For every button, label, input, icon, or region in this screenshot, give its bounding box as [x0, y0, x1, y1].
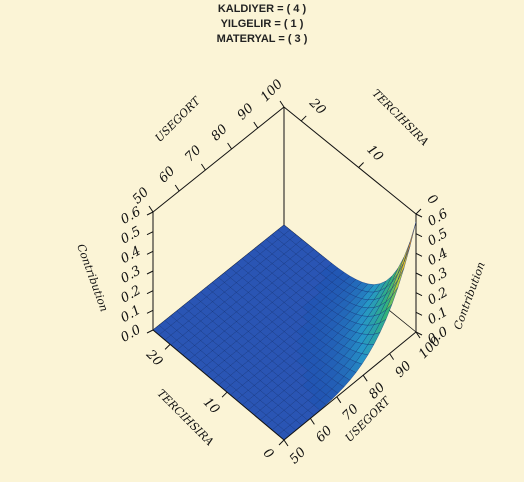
usegort-tick-back: [279, 100, 285, 108]
usegort-tick-back: [200, 163, 206, 171]
usegort-tick-front: [283, 439, 289, 447]
z-tick-label-right: 0.3: [425, 265, 450, 288]
z-axis-label-right: Contribution: [451, 260, 488, 331]
usegort-axis-label-back: USEGORT: [153, 93, 204, 144]
z-tick-left: [146, 270, 154, 275]
z-tick-left: [146, 309, 154, 314]
z-tick-label-right: 0.6: [425, 206, 450, 229]
usegort-tick-back: [148, 205, 154, 213]
tercihsira-tick-label-front: 20: [142, 346, 165, 369]
z-tick-label-right: 0.1: [425, 305, 450, 328]
z-axis-label-left: Contribution: [74, 242, 111, 313]
box-top-edge-a: [152, 106, 285, 213]
usegort-tick-label-front: 50: [287, 445, 309, 467]
z-tick-right: [415, 233, 423, 238]
z-tick-label-right: 0.5: [425, 226, 450, 249]
usegort-tick-front: [362, 374, 368, 382]
surface-cell: [403, 221, 417, 262]
z-tick-right: [415, 252, 423, 257]
usegort-tick-front: [336, 396, 342, 404]
tercihsira-tick-label-front: 10: [200, 395, 222, 417]
tercihsira-tick-label-front: 0: [260, 446, 276, 462]
tercihsira-tick-front: [221, 391, 228, 398]
surface-cell: [397, 241, 411, 274]
usegort-tick-label-back: 90: [235, 101, 257, 123]
tercihsira-tick-back: [358, 162, 364, 168]
usegort-tick-label-back: 60: [156, 164, 178, 186]
tercihsira-axis-label-back: TERCIHSIRA: [370, 87, 432, 149]
z-tick-right: [415, 292, 423, 297]
z-tick-right: [415, 311, 423, 316]
box-floor-front-b: [283, 331, 417, 441]
z-tick-left: [146, 329, 154, 334]
usegort-tick-front: [389, 353, 395, 360]
chart-title-block: KALDIYER = ( 4 ) YILGELIR = ( 1 ) MATERY…: [0, 2, 524, 47]
usegort-tick-label-back: 70: [182, 143, 204, 165]
condition-yilgelir: YILGELIR = ( 1 ): [220, 18, 304, 30]
usegort-tick-front: [415, 331, 421, 339]
z-tick-label-left: 0.0: [118, 322, 143, 345]
tercihsira-tick-label-back: 10: [363, 142, 385, 164]
tercihsira-tick-back: [300, 115, 307, 122]
usegort-tick-label-back: 100: [258, 77, 286, 105]
tercihsira-tick-back: [415, 208, 422, 215]
condition-kaldiyer: KALDIYER = ( 4 ): [217, 3, 307, 15]
z-tick-label-left: 0.5: [118, 224, 143, 247]
condition-materyal: MATERYAL = ( 3 ): [216, 33, 308, 45]
z-tick-label-left: 0.3: [118, 263, 143, 286]
z-tick-left: [146, 290, 154, 295]
z-tick-right: [415, 331, 423, 336]
box-top-edge-b: [283, 106, 417, 215]
z-tick-label-left: 0.4: [118, 244, 143, 267]
box-floor-front-a: [152, 329, 285, 441]
tercihsira-tick-label-back: 20: [305, 95, 328, 118]
usegort-tick-back: [227, 142, 233, 150]
usegort-tick-back: [253, 121, 259, 129]
z-tick-label-left: 0.6: [118, 204, 143, 227]
z-tick-right: [415, 272, 423, 277]
usegort-tick-label-front: 90: [392, 358, 414, 380]
z-tick-label-right: 0.4: [425, 246, 450, 269]
tercihsira-tick-label-back: 0: [424, 192, 440, 208]
z-tick-left: [146, 231, 154, 236]
tercihsira-axis-label-front: TERCIHSIRA: [155, 387, 217, 449]
usegort-tick-label-back: 80: [208, 122, 230, 144]
usegort-tick-label-back: 50: [130, 185, 152, 207]
z-tick-left: [146, 250, 154, 255]
z-tick-label-left: 0.2: [118, 283, 143, 306]
tercihsira-tick-front: [278, 439, 285, 446]
z-tick-left: [146, 211, 154, 216]
usegort-tick-back: [174, 184, 180, 192]
usegort-tick-label-front: 60: [313, 423, 335, 445]
usegort-tick-front: [309, 418, 315, 425]
z-tick-label-right: 0.2: [425, 285, 450, 308]
z-tick-label-left: 0.1: [118, 303, 143, 326]
z-tick-right: [415, 213, 423, 218]
tercihsira-tick-front: [164, 343, 171, 350]
